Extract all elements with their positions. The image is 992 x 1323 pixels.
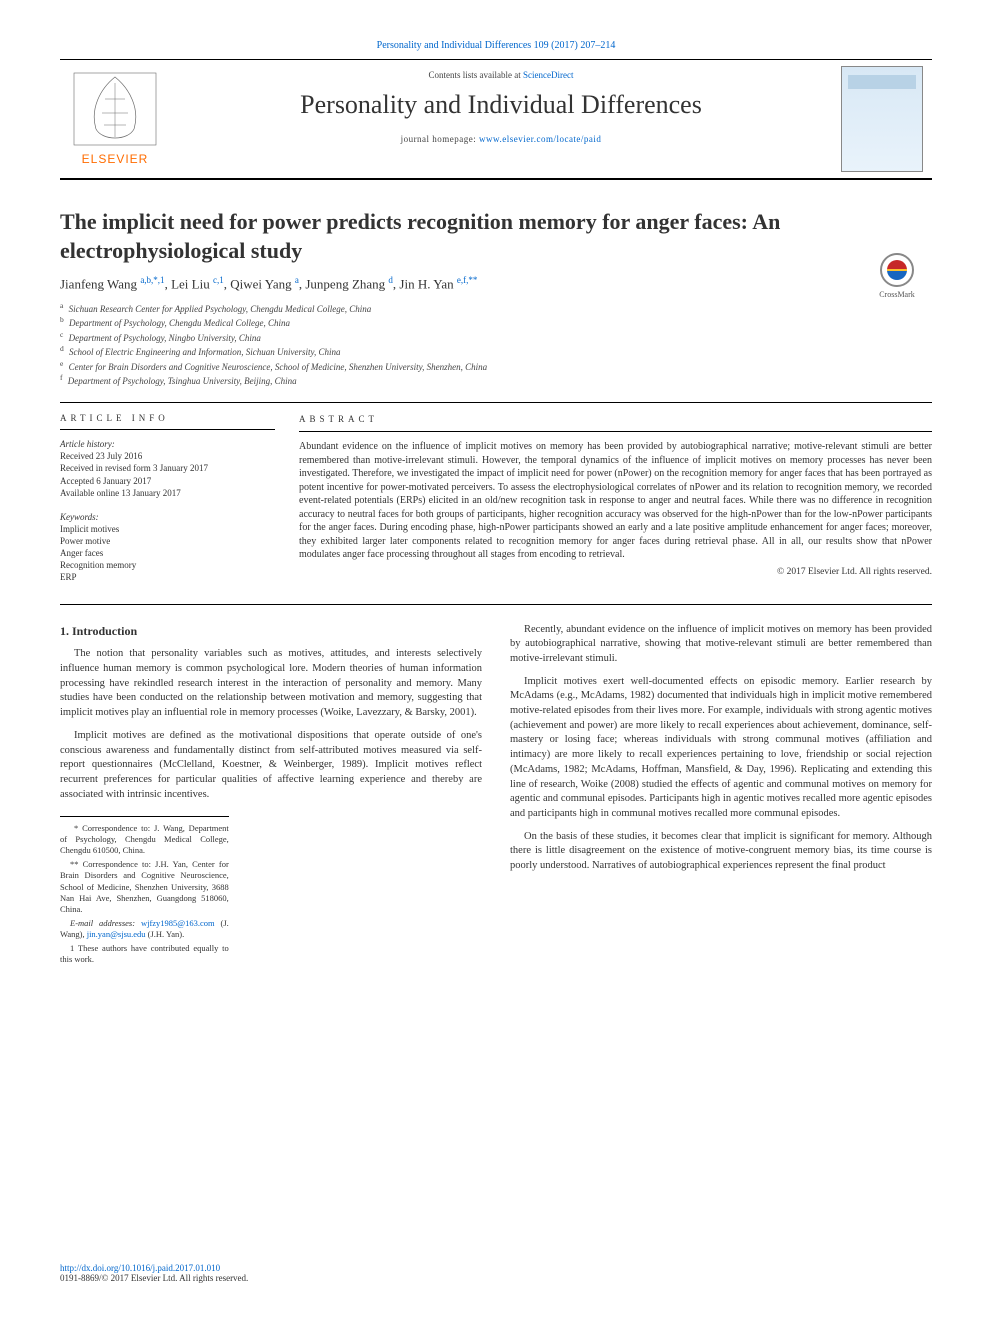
abstract-text: Abundant evidence on the influence of im…: [299, 440, 932, 562]
body-column-left: 1. Introduction The notion that personal…: [60, 623, 482, 968]
corresponding-author-1: * Correspondence to: J. Wang, Department…: [60, 823, 229, 856]
rule-bottom: [60, 604, 932, 605]
body-column-right: Recently, abundant evidence on the influ…: [510, 623, 932, 968]
doi-link[interactable]: http://dx.doi.org/10.1016/j.paid.2017.01…: [60, 1263, 220, 1273]
article-info-column: ARTICLE INFO Article history: Received 2…: [60, 413, 275, 596]
article-title: The implicit need for power predicts rec…: [60, 208, 932, 265]
article-history: Article history: Received 23 July 2016Re…: [60, 438, 275, 499]
journal-homepage-link[interactable]: www.elsevier.com/locate/paid: [479, 134, 601, 144]
email-addresses: E-mail addresses: wjfzy1985@163.com (J. …: [60, 918, 229, 940]
affiliation-list: a Sichuan Research Center for Applied Ps…: [60, 301, 932, 389]
journal-masthead: ELSEVIER Contents lists available at Sci…: [60, 59, 932, 180]
elsevier-wordmark: ELSEVIER: [82, 152, 149, 166]
email-link-2[interactable]: jin.yan@sjsu.edu: [87, 929, 146, 939]
abstract-column: ABSTRACT Abundant evidence on the influe…: [299, 413, 932, 596]
affiliation: a Sichuan Research Center for Applied Ps…: [60, 301, 932, 316]
article-info-label: ARTICLE INFO: [60, 413, 275, 423]
abstract-label: ABSTRACT: [299, 413, 932, 425]
author-list: Jianfeng Wang a,b,*,1, Lei Liu c,1, Qiwe…: [60, 275, 932, 292]
corresponding-author-2: ** Correspondence to: J.H. Yan, Center f…: [60, 859, 229, 914]
journal-cover-thumb: [832, 60, 932, 178]
article-body: 1. Introduction The notion that personal…: [60, 623, 932, 968]
contents-lists-line: Contents lists available at ScienceDirec…: [176, 70, 826, 80]
body-paragraph: The notion that personality variables su…: [60, 647, 482, 720]
rule-top: [60, 402, 932, 403]
abstract-copyright: © 2017 Elsevier Ltd. All rights reserved…: [299, 566, 932, 579]
introduction-heading: 1. Introduction: [60, 623, 482, 640]
issn-copyright-line: 0191-8869/© 2017 Elsevier Ltd. All right…: [60, 1273, 932, 1283]
equal-contribution-note: 1 These authors have contributed equally…: [60, 943, 229, 965]
body-paragraph: Recently, abundant evidence on the influ…: [510, 623, 932, 667]
body-paragraph: Implicit motives are defined as the moti…: [60, 729, 482, 802]
crossmark-badge[interactable]: CrossMark: [862, 252, 932, 299]
journal-name: Personality and Individual Differences: [176, 90, 826, 120]
affiliation: c Department of Psychology, Ningbo Unive…: [60, 330, 932, 345]
affiliation: b Department of Psychology, Chengdu Medi…: [60, 315, 932, 330]
sciencedirect-link[interactable]: ScienceDirect: [523, 70, 573, 80]
body-paragraph: On the basis of these studies, it become…: [510, 830, 932, 874]
keywords-block: Keywords: Implicit motivesPower motiveAn…: [60, 511, 275, 584]
publisher-logo: ELSEVIER: [60, 60, 170, 178]
affiliation: e Center for Brain Disorders and Cogniti…: [60, 359, 932, 374]
email-link-1[interactable]: wjfzy1985@163.com: [141, 918, 215, 928]
running-head: Personality and Individual Differences 1…: [60, 40, 932, 51]
footnotes: * Correspondence to: J. Wang, Department…: [60, 816, 229, 965]
affiliation: d School of Electric Engineering and Inf…: [60, 344, 932, 359]
affiliation: f Department of Psychology, Tsinghua Uni…: [60, 373, 932, 388]
page-footer: http://dx.doi.org/10.1016/j.paid.2017.01…: [60, 1263, 932, 1283]
body-paragraph: Implicit motives exert well-documented e…: [510, 675, 932, 822]
citation-link[interactable]: Personality and Individual Differences 1…: [377, 40, 616, 51]
journal-homepage-line: journal homepage: www.elsevier.com/locat…: [176, 134, 826, 144]
